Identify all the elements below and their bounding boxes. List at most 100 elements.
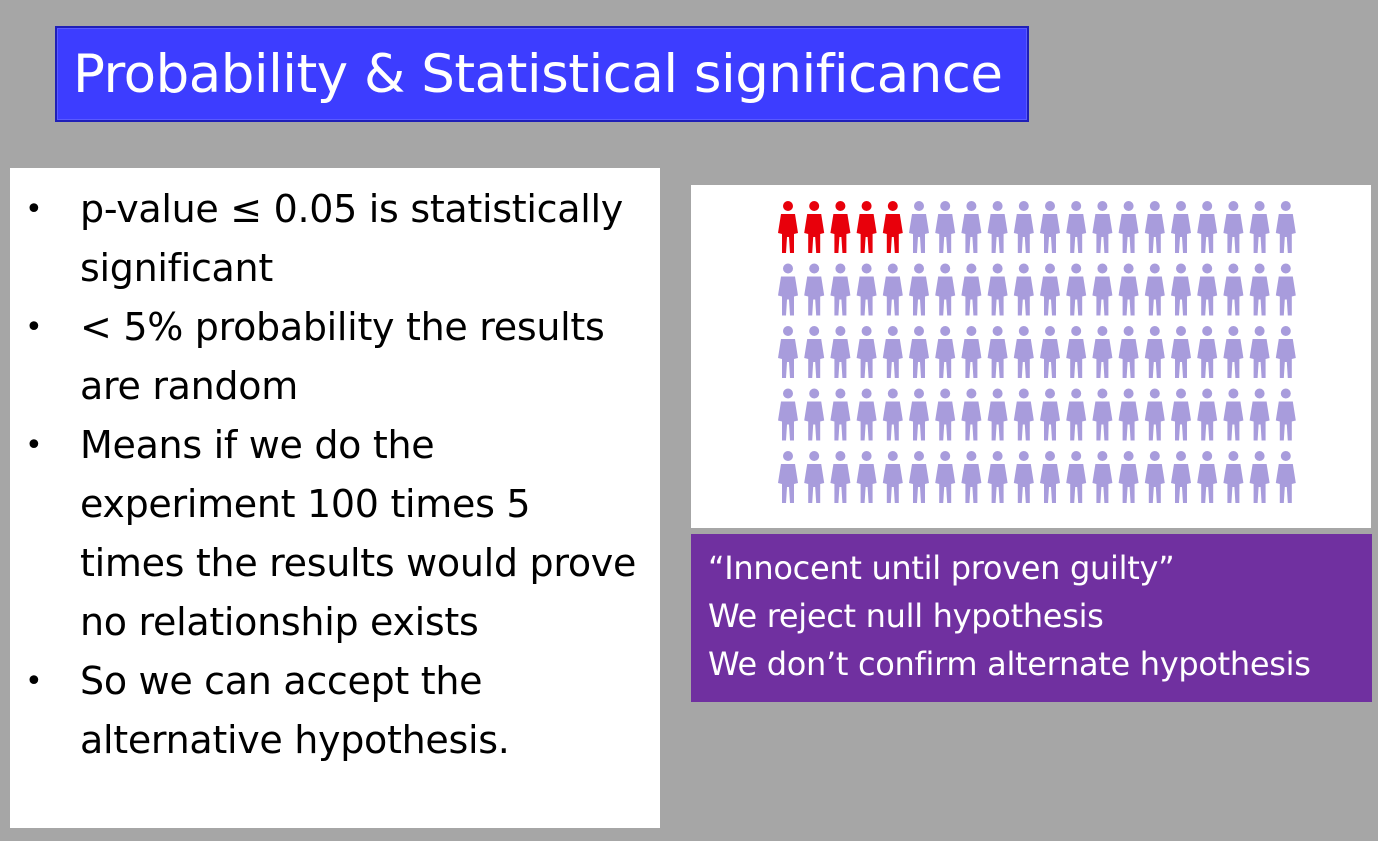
person-icon (909, 451, 929, 503)
person-icon (935, 263, 956, 316)
person-icon (1092, 263, 1113, 316)
quote-line: We reject null hypothesis (708, 597, 1104, 635)
person-icon (856, 263, 877, 316)
person-icon (1092, 201, 1113, 253)
person-icon (1197, 201, 1218, 253)
bullet-marker: • (25, 192, 43, 227)
person-icon (830, 263, 851, 316)
person-icon (1275, 388, 1296, 441)
person-icon (1197, 326, 1218, 378)
person-icon (1275, 326, 1296, 378)
person-icon (778, 388, 798, 441)
person-icon (1066, 263, 1087, 316)
person-icon (935, 451, 956, 503)
title-banner: Probability & Statistical significance (55, 26, 1029, 122)
person-icon (882, 388, 903, 441)
person-icon (961, 263, 982, 316)
bullet-marker: • (25, 428, 43, 463)
people-illustration (691, 185, 1371, 528)
person-icon (1171, 388, 1191, 441)
person-icon (1092, 326, 1113, 378)
person-icon (1092, 451, 1113, 503)
person-icon (856, 326, 877, 378)
person-icon (987, 326, 1008, 378)
person-icon (1013, 451, 1034, 503)
person-icon (909, 388, 929, 441)
person-icon (778, 263, 798, 316)
person-icon (882, 201, 903, 253)
person-icon (961, 201, 982, 253)
person-icon (778, 326, 798, 378)
person-icon (804, 451, 825, 503)
person-icon (804, 388, 825, 441)
person-icon (1144, 451, 1165, 503)
person-icon (1118, 263, 1139, 316)
slide-title: Probability & Statistical significance (73, 44, 1003, 105)
person-icon (1249, 263, 1270, 316)
bullet-item: • So we can accept the alternative hypot… (10, 652, 660, 770)
person-icon (961, 451, 982, 503)
bullet-marker: • (25, 664, 43, 699)
person-icon (1118, 326, 1139, 378)
person-icon (1066, 201, 1087, 253)
person-icon (1223, 326, 1244, 378)
bullet-text: < 5% probability the results are random (80, 305, 605, 408)
person-icon (1275, 201, 1296, 253)
person-icon (1171, 326, 1191, 378)
person-icon (909, 263, 929, 316)
person-icon (1223, 263, 1244, 316)
person-icon (804, 263, 825, 316)
person-icon (830, 388, 851, 441)
person-icon (1092, 388, 1113, 441)
person-icon (1275, 263, 1296, 316)
person-icon (987, 388, 1008, 441)
person-icon (1197, 263, 1218, 316)
person-icon (1040, 326, 1060, 378)
bullet-item: • < 5% probability the results are rando… (10, 298, 660, 416)
person-icon (909, 201, 929, 253)
bullet-list: • p-value ≤ 0.05 is statistically signif… (10, 180, 660, 770)
person-icon (804, 201, 825, 253)
person-icon (1171, 263, 1191, 316)
quote-line: “Innocent until proven guilty” (708, 549, 1175, 587)
person-icon (830, 201, 851, 253)
person-icon (1249, 451, 1270, 503)
person-icon (856, 451, 877, 503)
person-icon (804, 326, 825, 378)
person-icon (909, 326, 929, 378)
person-icon (1040, 201, 1060, 253)
person-icon (1249, 201, 1270, 253)
person-icon (987, 451, 1008, 503)
person-icon (1040, 451, 1060, 503)
person-icon (1013, 201, 1034, 253)
bullet-text: Means if we do the experiment 100 times … (80, 423, 637, 644)
bullet-marker: • (25, 310, 43, 345)
person-icon (935, 326, 956, 378)
person-icon (961, 326, 982, 378)
person-icon (1013, 326, 1034, 378)
person-icon (1144, 388, 1165, 441)
person-icon (778, 201, 798, 253)
person-icon (1066, 451, 1087, 503)
person-icon (1013, 388, 1034, 441)
person-icon (1144, 263, 1165, 316)
person-icon (935, 388, 956, 441)
person-icon (1066, 326, 1087, 378)
person-icon (1223, 451, 1244, 503)
person-icon (1223, 201, 1244, 253)
person-icon (882, 451, 903, 503)
quote-box: “Innocent until proven guilty” We reject… (691, 534, 1372, 702)
person-icon (1118, 451, 1139, 503)
person-icon (961, 388, 982, 441)
person-icon (882, 263, 903, 316)
person-icon (856, 201, 877, 253)
person-icon (1197, 451, 1218, 503)
person-icon (1275, 451, 1296, 503)
person-icon (1040, 263, 1060, 316)
bullet-text: p-value ≤ 0.05 is statistically signific… (80, 187, 623, 290)
person-icon (1249, 326, 1270, 378)
person-icon (1223, 388, 1244, 441)
person-icon (1144, 201, 1165, 253)
bullet-item: • Means if we do the experiment 100 time… (10, 416, 660, 652)
person-icon (830, 326, 851, 378)
